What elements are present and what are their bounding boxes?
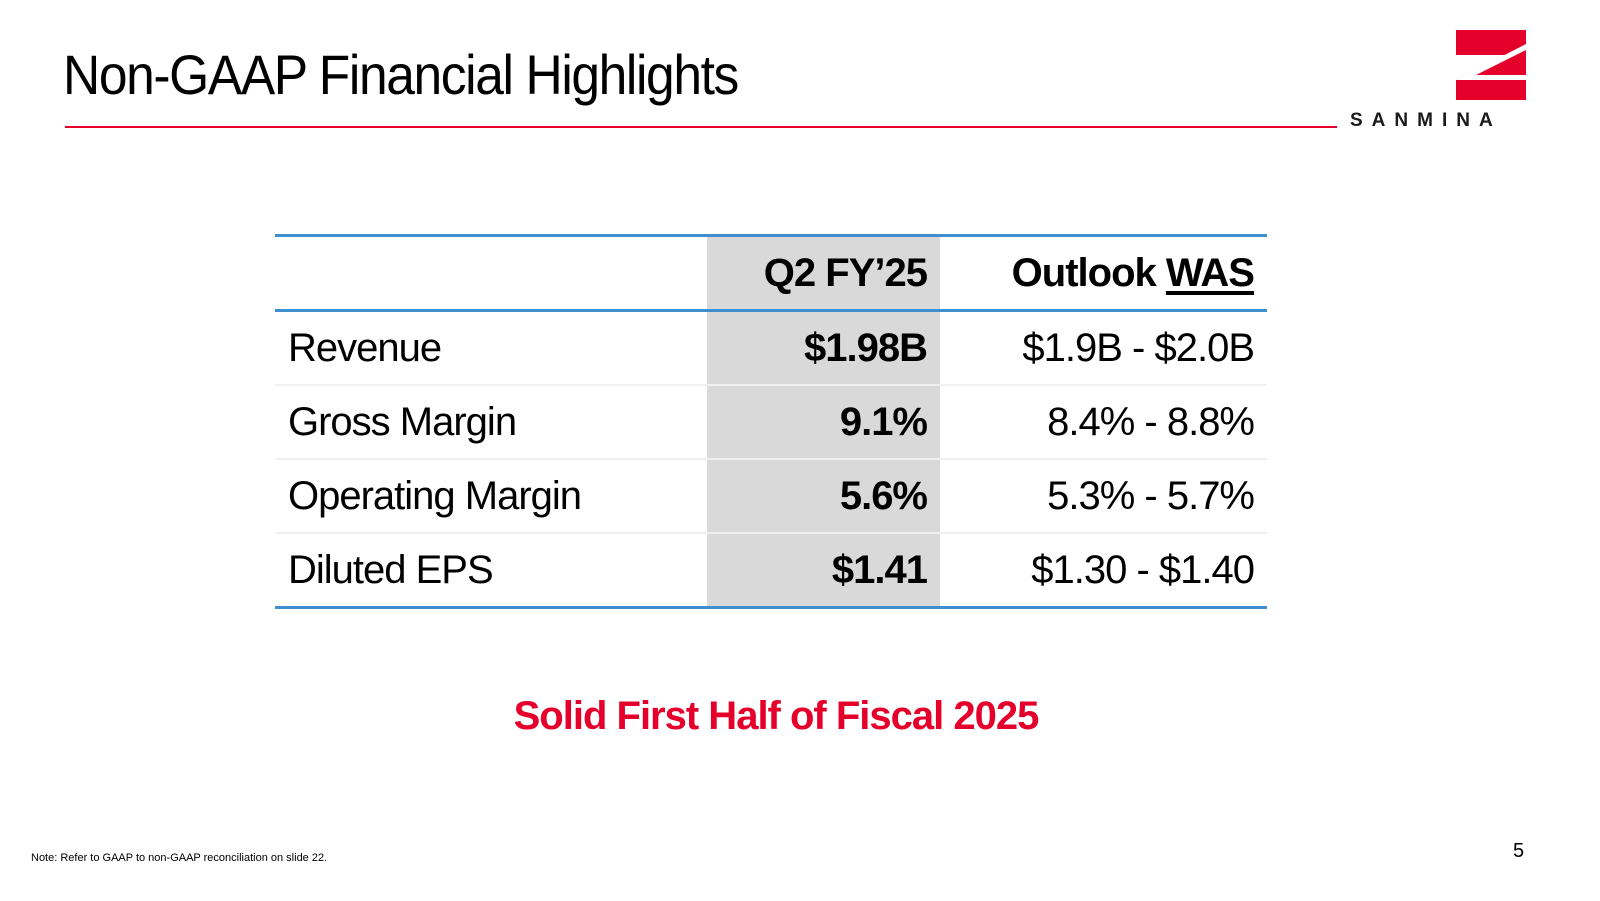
row-outlook-value: $1.9B - $2.0B: [1022, 325, 1255, 370]
summary-tagline: Solid First Half of Fiscal 2025: [513, 694, 1040, 738]
header-outlook: Outlook WAS: [940, 236, 1267, 311]
table-row: Revenue $1.98B $1.9B - $2.0B: [275, 310, 1267, 385]
row-label: Operating Margin: [288, 473, 582, 518]
header-outlook-prefix: Outlook: [1011, 250, 1166, 295]
table-row: Diluted EPS $1.41 $1.30 - $1.40: [275, 533, 1267, 608]
company-logo: SANMINA: [1350, 30, 1526, 135]
row-q2-value: $1.98B: [707, 310, 940, 385]
table-row: Operating Margin 5.6% 5.3% - 5.7%: [275, 459, 1267, 533]
header-q2-fy25: Q2 FY’25: [707, 235, 940, 311]
page-title: Non-GAAP Financial Highlights: [63, 43, 739, 106]
row-q2-value: $1.41: [707, 533, 940, 608]
row-outlook-value: 8.4% - 8.8%: [1047, 399, 1255, 444]
row-label: Diluted EPS: [288, 547, 494, 592]
logo-wordmark: SANMINA: [1350, 110, 1502, 131]
sanmina-s-logo-icon: [1456, 30, 1526, 100]
header-label-cell: [275, 236, 707, 311]
row-label: Revenue: [288, 325, 442, 370]
row-q2-value: 5.6%: [707, 459, 940, 533]
row-outlook-value: $1.30 - $1.40: [1031, 547, 1255, 592]
title-divider: [65, 126, 1337, 128]
row-label: Gross Margin: [288, 399, 517, 444]
footnote: Note: Refer to GAAP to non-GAAP reconcil…: [31, 852, 328, 864]
page-number: 5: [1513, 840, 1525, 862]
financial-highlights-table: Q2 FY’25 Outlook WAS Revenue $1.98B $1.9…: [275, 234, 1267, 609]
row-outlook-value: 5.3% - 5.7%: [1047, 473, 1255, 518]
table-row: Gross Margin 9.1% 8.4% - 8.8%: [275, 385, 1267, 459]
row-q2-value: 9.1%: [707, 385, 940, 459]
table-header-row: Q2 FY’25 Outlook WAS: [275, 235, 1267, 311]
header-outlook-was: WAS: [1165, 250, 1255, 295]
